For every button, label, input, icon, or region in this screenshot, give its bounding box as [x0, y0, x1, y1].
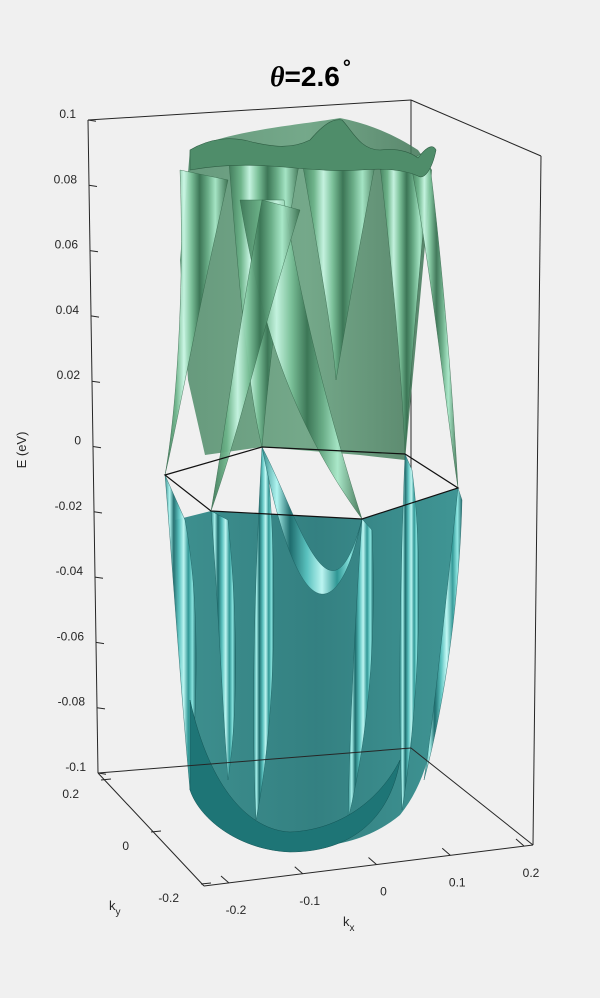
y-tick-mark: [200, 882, 212, 885]
y-tick-label: 0: [122, 839, 129, 853]
title-value: 2.6: [301, 61, 340, 92]
x-axis-label-base: k: [343, 914, 350, 929]
z-tick-label: -0.02: [55, 499, 83, 513]
band-surfaces: [164, 118, 463, 853]
z-tick-mark: [96, 707, 106, 710]
y-tick-label: -0.2: [158, 891, 179, 905]
x-tick-label: -0.2: [226, 903, 247, 917]
z-tick-label: -0.04: [56, 564, 84, 578]
z-tick-mark: [97, 772, 107, 775]
x-tick-mark: [220, 875, 230, 884]
lower-band-cone-5: [399, 453, 420, 811]
x-tick-label: 0.1: [449, 875, 466, 889]
z-axis: 0.1 0.08 0.06 0.04 0.02 0 -0.02 -0.04 -0.06 -0.08…: [54, 107, 107, 775]
x-tick-label: 0: [380, 885, 387, 899]
y-tick-label: 0.2: [62, 787, 79, 801]
z-tick-mark: [88, 184, 98, 187]
z-tick-label: -0.06: [57, 629, 85, 643]
lower-band-cone-6: [423, 487, 463, 781]
z-tick-label: 0.1: [59, 107, 76, 121]
lower-band-cone-2: [210, 510, 236, 781]
upper-band-rim: [189, 119, 437, 178]
x-axis-label-sub: x: [350, 923, 355, 934]
z-tick-mark: [89, 250, 99, 253]
title-symbol: θ: [270, 62, 285, 93]
y-tick-mark: [100, 778, 112, 781]
title-degree: °: [343, 57, 351, 79]
z-tick-label: 0.04: [56, 303, 80, 317]
x-tick-mark: [515, 838, 525, 847]
z-tick-label: 0.02: [57, 368, 81, 382]
chart-title: θ=2.6 °: [270, 57, 351, 93]
y-tick-mark: [150, 830, 162, 833]
brillouin-zone-hexagon: [163, 446, 460, 520]
z-axis-label: E (eV): [14, 432, 29, 469]
x-tick-mark: [441, 847, 451, 856]
upper-band-cone-3: [299, 149, 379, 381]
z-tick-mark: [92, 446, 102, 449]
x-tick-mark: [294, 866, 304, 875]
z-tick-mark: [87, 119, 97, 122]
z-tick-label: -0.1: [65, 760, 86, 774]
x-tick-label: -0.1: [299, 894, 320, 908]
y-axis-label-sub: y: [116, 907, 121, 918]
z-tick-mark: [91, 380, 101, 383]
lower-band-bottom-sheet: [189, 699, 401, 853]
x-tick-label: 0.2: [523, 866, 540, 880]
z-tick-mark: [94, 576, 104, 579]
z-tick-label: 0.06: [55, 238, 79, 252]
z-tick-label: -0.08: [58, 695, 86, 709]
x-tick-mark: [368, 857, 377, 865]
z-tick-mark: [90, 315, 100, 318]
x-axis-label: kx: [343, 914, 355, 934]
z-tick-mark: [93, 511, 103, 514]
z-tick-label: 0: [74, 434, 81, 448]
lower-band-cone-3: [253, 446, 275, 821]
y-axis-label: ky: [109, 898, 121, 918]
x-axis: -0.2 -0.1 0 0.1 0.2: [220, 838, 540, 917]
y-axis-label-base: k: [109, 898, 116, 913]
y-axis: 0.2 0 -0.2: [62, 778, 212, 905]
z-tick-mark: [95, 641, 105, 645]
lower-band-bowl: [175, 488, 458, 847]
title-equals: =: [285, 61, 301, 92]
z-tick-label: 0.08: [54, 172, 78, 186]
